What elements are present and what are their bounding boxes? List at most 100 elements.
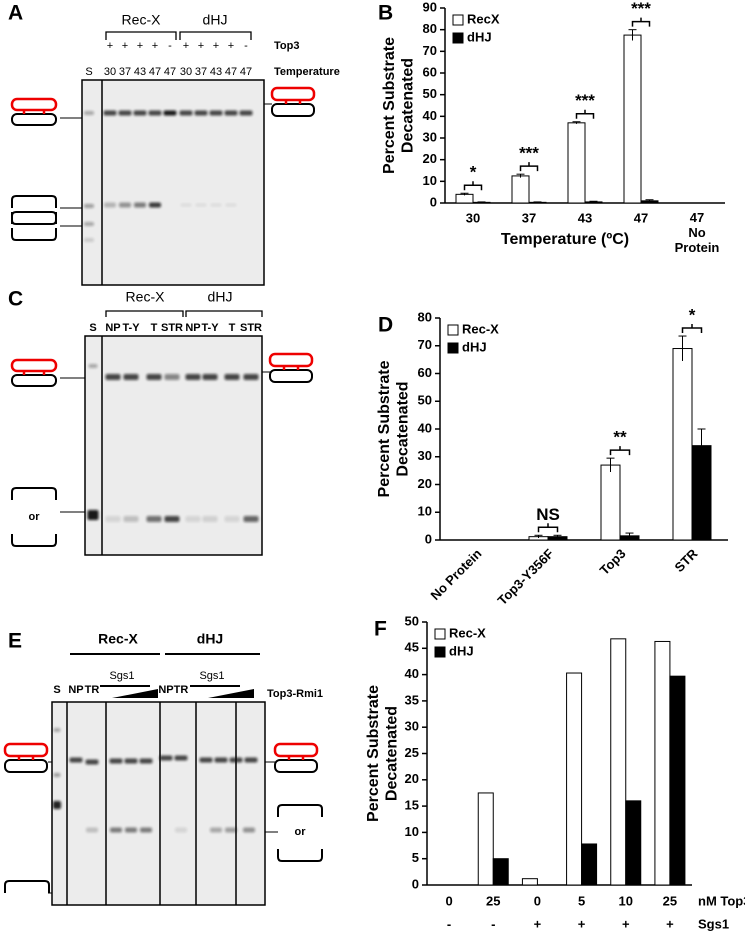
- error-bar: [589, 200, 598, 203]
- dna-black: [11, 374, 57, 387]
- x-tick-label: 37: [522, 210, 536, 225]
- group-label: dHJ: [203, 12, 228, 28]
- error-bar: [628, 29, 637, 41]
- lane-label: +: [198, 40, 204, 52]
- gel-band: [244, 757, 258, 763]
- error-bar: [697, 428, 706, 463]
- legend-label: Rec-X: [462, 321, 499, 336]
- gel-band: [105, 516, 121, 522]
- gel-band: [84, 222, 94, 226]
- y-axis-label: Percent SubstrateDecatenated: [376, 360, 411, 497]
- dna-junction: [22, 110, 46, 114]
- lane-label: 47: [225, 66, 237, 78]
- lane-label: STR: [240, 322, 262, 334]
- x-tick-label: 10: [619, 893, 633, 908]
- dna-black: [271, 103, 315, 117]
- lane-label: +: [213, 40, 219, 52]
- gel-band: [199, 757, 213, 763]
- gel-band: [163, 110, 177, 116]
- bar: [581, 843, 598, 886]
- dna-circle: [11, 534, 57, 547]
- significance-label: ***: [575, 91, 595, 110]
- dna-black: [11, 113, 57, 126]
- x-tick-label: 25: [663, 893, 677, 908]
- y-tick-label: 15: [405, 798, 419, 813]
- gel-band: [180, 203, 192, 207]
- gel-band: [195, 203, 207, 207]
- dna-red: [10, 97, 58, 112]
- gel-band: [134, 202, 146, 208]
- lane-label: S: [85, 66, 92, 78]
- gel-band: [53, 801, 61, 809]
- gel-band: [104, 202, 116, 208]
- gel-band: [202, 374, 218, 380]
- lane-label: T: [229, 322, 236, 334]
- gel-band: [124, 758, 138, 764]
- lane-label: 47: [164, 66, 176, 78]
- gel-band: [146, 516, 162, 522]
- significance-bracket: [681, 324, 703, 334]
- lane-label: NP: [68, 684, 83, 696]
- x-tick-label: 43: [578, 210, 592, 225]
- gel-band: [103, 110, 117, 116]
- y-tick-label: 80: [418, 309, 432, 324]
- y-tick-label: 90: [423, 0, 437, 14]
- y-tick-label: 30: [423, 129, 437, 144]
- lane-label: NP: [185, 322, 200, 334]
- dna-circle: [4, 880, 50, 893]
- gel-band: [87, 510, 99, 520]
- gel-band: [53, 773, 61, 777]
- dna-circle: [277, 849, 323, 862]
- lane-label: TR: [174, 684, 189, 696]
- sgs1-label: +: [666, 916, 674, 931]
- bar: [654, 640, 671, 886]
- group-label: dHJ: [197, 631, 223, 647]
- x-tick-label: 47 No Protein: [675, 210, 720, 255]
- error-bar: [625, 532, 634, 539]
- gel-band: [194, 110, 208, 116]
- dna-red: [273, 742, 319, 758]
- gel-band: [214, 757, 228, 763]
- gel-band: [185, 516, 201, 522]
- gel-band: [174, 755, 188, 761]
- bar: [625, 800, 642, 886]
- bar: [455, 193, 474, 204]
- y-tick-label: 40: [423, 108, 437, 123]
- gel-band: [224, 374, 240, 380]
- gel-band: [225, 203, 237, 207]
- lane-label: 37: [119, 66, 131, 78]
- gel-band: [125, 827, 137, 833]
- x-tick-label: 0: [534, 893, 541, 908]
- x-tick-label: 0: [445, 893, 452, 908]
- dna-red: [270, 86, 316, 102]
- significance-bracket: [609, 446, 631, 456]
- bar: [600, 464, 621, 541]
- bar: [477, 792, 494, 886]
- lane-label: +: [107, 40, 113, 52]
- gel-band: [123, 516, 139, 522]
- dna-circle: [11, 211, 57, 224]
- y-tick-label: 10: [423, 173, 437, 188]
- dna-junction: [284, 100, 302, 104]
- significance-label: NS: [536, 505, 560, 524]
- y-tick-label: 30: [405, 719, 419, 734]
- significance-label: ***: [519, 144, 539, 163]
- y-tick-label: 30: [418, 448, 432, 463]
- panel-label: D: [378, 314, 393, 337]
- lane-label: -: [168, 40, 172, 52]
- y-tick-label: 25: [405, 745, 419, 760]
- gel-band: [133, 110, 147, 116]
- gel-band: [146, 374, 162, 380]
- gel-band: [148, 110, 162, 116]
- sgs1-label: -: [491, 916, 495, 931]
- bar: [610, 638, 627, 886]
- legend-swatch: [447, 324, 459, 336]
- gel-band: [243, 827, 255, 833]
- gel: [84, 335, 263, 556]
- error-bar: [516, 173, 525, 178]
- y-tick-label: 40: [418, 420, 432, 435]
- subgroup-label: Sgs1: [199, 670, 224, 682]
- gel-band: [140, 827, 152, 833]
- dna-red: [3, 742, 49, 758]
- sgs1-label: +: [622, 916, 630, 931]
